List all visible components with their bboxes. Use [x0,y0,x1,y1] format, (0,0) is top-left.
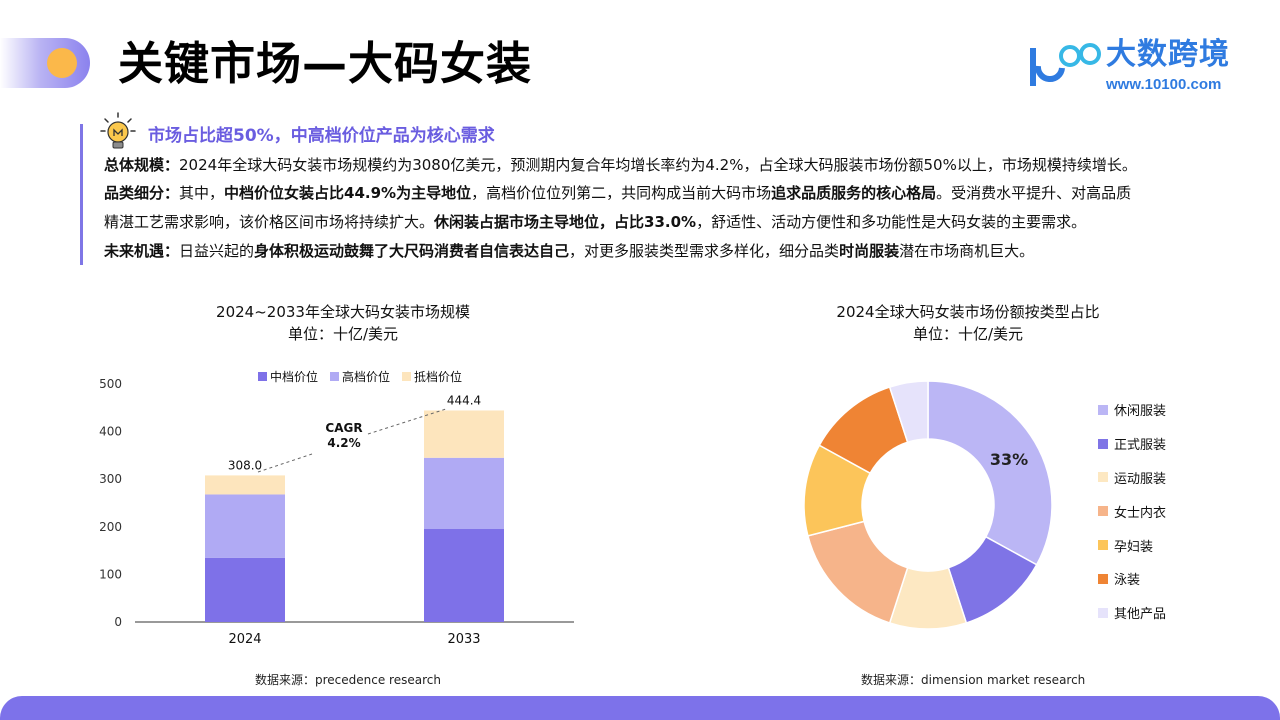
legend-label: 中档价位 [270,370,319,384]
legend-item: 孕妇装 [1098,528,1166,562]
text-run: 未来机遇： [104,242,180,260]
legend-item: 女士内衣 [1098,494,1166,528]
legend-swatch [330,372,340,381]
text-run: 。受消费水平提升、对高品质 [936,184,1132,202]
bar-segment [424,528,504,622]
text-run: 品类细分： [104,184,180,202]
legend-label: 孕妇装 [1114,539,1154,555]
legend-swatch [1098,607,1108,618]
text-run: 追求品质服务的核心格局 [771,184,937,202]
donut-slice [927,380,1053,566]
logo-text: 大数跨境 [1106,37,1230,72]
legend-item: 高档价位 [330,368,390,385]
donut-slice-label: 33% [990,450,1028,469]
bar-segment [424,410,504,458]
x-tick-label: 2024 [228,632,261,647]
pie-chart-legend: 休闲服装正式服装运动服装女士内衣孕妇装泳装其他产品 [1098,393,1166,630]
text-run: 2024年全球大码女装市场规模约为3080亿美元，预测期内复合年均增长率约为4.… [179,156,1137,174]
legend-item: 泳装 [1098,562,1166,596]
bar-total-label: 308.0 [228,458,262,472]
legend-label: 运动服装 [1114,471,1167,487]
text-run: 潜在市场商机巨大。 [899,242,1035,260]
legend-swatch [1098,472,1108,483]
text-run: 时尚服装 [839,242,900,260]
y-tick-label: 400 [99,425,122,439]
y-tick-label: 0 [114,615,122,629]
bar-segment [424,457,504,529]
bar-chart-title: 2024~2033年全球大码女装市场规模 单位：十亿/美元 [216,303,470,343]
summary-highlight: 市场占比超50%，中高档价位产品为核心需求 [148,126,495,146]
cagr-label: CAGR [325,421,362,435]
y-tick-label: 500 [99,377,122,391]
bar-chart-source: 数据来源：precedence research [255,673,441,687]
legend-item: 正式服装 [1098,427,1166,461]
paragraph-overall-scale: 总体规模：2024年全球大码女装市场规模约为3080亿美元，预测期内复合年均增长… [104,154,1137,176]
legend-swatch [1098,438,1108,449]
page-title: 关键市场—大码女装 [118,37,533,90]
section-rule [80,124,83,265]
text-run: ，舒适性、活动方便性和多功能性是大码女装的主要需求。 [696,213,1087,231]
cagr-connector-line [367,408,447,435]
legend-label: 女士内衣 [1114,505,1167,521]
text-run: 总体规模： [104,156,180,174]
legend-item: 抵档价位 [402,368,462,385]
bar-segment [205,557,285,622]
text-run: ，高档价位位列第二，共同构成当前大码市场 [471,184,772,202]
bar-total-label: 444.4 [447,393,481,407]
legend-label: 休闲服装 [1114,404,1167,420]
legend-item: 休闲服装 [1098,393,1166,427]
y-tick-label: 100 [99,567,122,581]
legend-swatch [1098,540,1108,551]
bar-chart-legend: 中档价位 高档价位 抵档价位 [258,368,462,385]
donut-slice [806,520,909,624]
logo-mark-icon [1030,43,1101,86]
lightbulb-icon [100,112,136,149]
text-run: 中档价位女装占比44.9%为主导地位 [224,184,472,202]
text-run: 休闲装占据市场主导地位，占比33.0% [434,213,697,231]
legend-item: 其他产品 [1098,596,1166,630]
text-run: 身体积极运动鼓舞了大尺码消费者自信表达自己 [254,242,570,260]
title-accent-dot [47,48,77,78]
legend-swatch [1098,506,1108,517]
bar-chart: 0 100 200 300 400 500 2024 308.0 2033 444.4 CAGR4.… [99,377,574,647]
legend-swatch [1098,573,1108,584]
paragraph-category-breakdown-cont: 精湛工艺需求影响，该价格区间市场将持续扩大。休闲装占据市场主导地位，占比33.0… [104,211,1086,233]
legend-swatch [402,372,412,381]
legend-label: 正式服装 [1114,438,1167,454]
pie-chart-source: 数据来源：dimension market research [861,673,1086,687]
y-tick-label: 300 [99,472,122,486]
bar-segment [205,494,285,558]
footer-bar [0,696,1280,720]
paragraph-category-breakdown: 品类细分：其中，中档价位女装占比44.9%为主导地位，高档价位位列第二，共同构成… [104,182,1131,204]
y-tick-label: 200 [99,520,122,534]
legend-label: 高档价位 [342,370,391,384]
cagr-value: 4.2% [327,436,360,450]
text-run: 日益兴起的 [179,242,255,260]
pie-chart-title: 2024全球大码女装市场份额按类型占比 单位：十亿/美元 [836,303,1100,343]
legend-item: 中档价位 [258,368,318,385]
brand-logo: 大数跨境 www.10100.com [1024,38,1244,96]
legend-label: 其他产品 [1114,607,1167,623]
donut-slice [888,380,929,444]
legend-item: 运动服装 [1098,461,1166,495]
logo-url: www.10100.com [1106,76,1222,93]
text-run: ，对更多服装类型需求多样化，细分品类 [569,242,840,260]
paragraph-future-opportunity: 未来机遇：日益兴起的身体积极运动鼓舞了大尺码消费者自信表达自己，对更多服装类型需… [104,240,1034,262]
legend-swatch [1098,404,1108,415]
legend-label: 抵档价位 [414,370,463,384]
text-run: 精湛工艺需求影响，该价格区间市场将持续扩大。 [104,213,435,231]
legend-swatch [258,372,267,381]
legend-label: 泳装 [1114,573,1141,589]
x-tick-label: 2033 [447,632,480,647]
bar-segment [205,475,285,495]
text-run: 其中， [179,184,225,202]
